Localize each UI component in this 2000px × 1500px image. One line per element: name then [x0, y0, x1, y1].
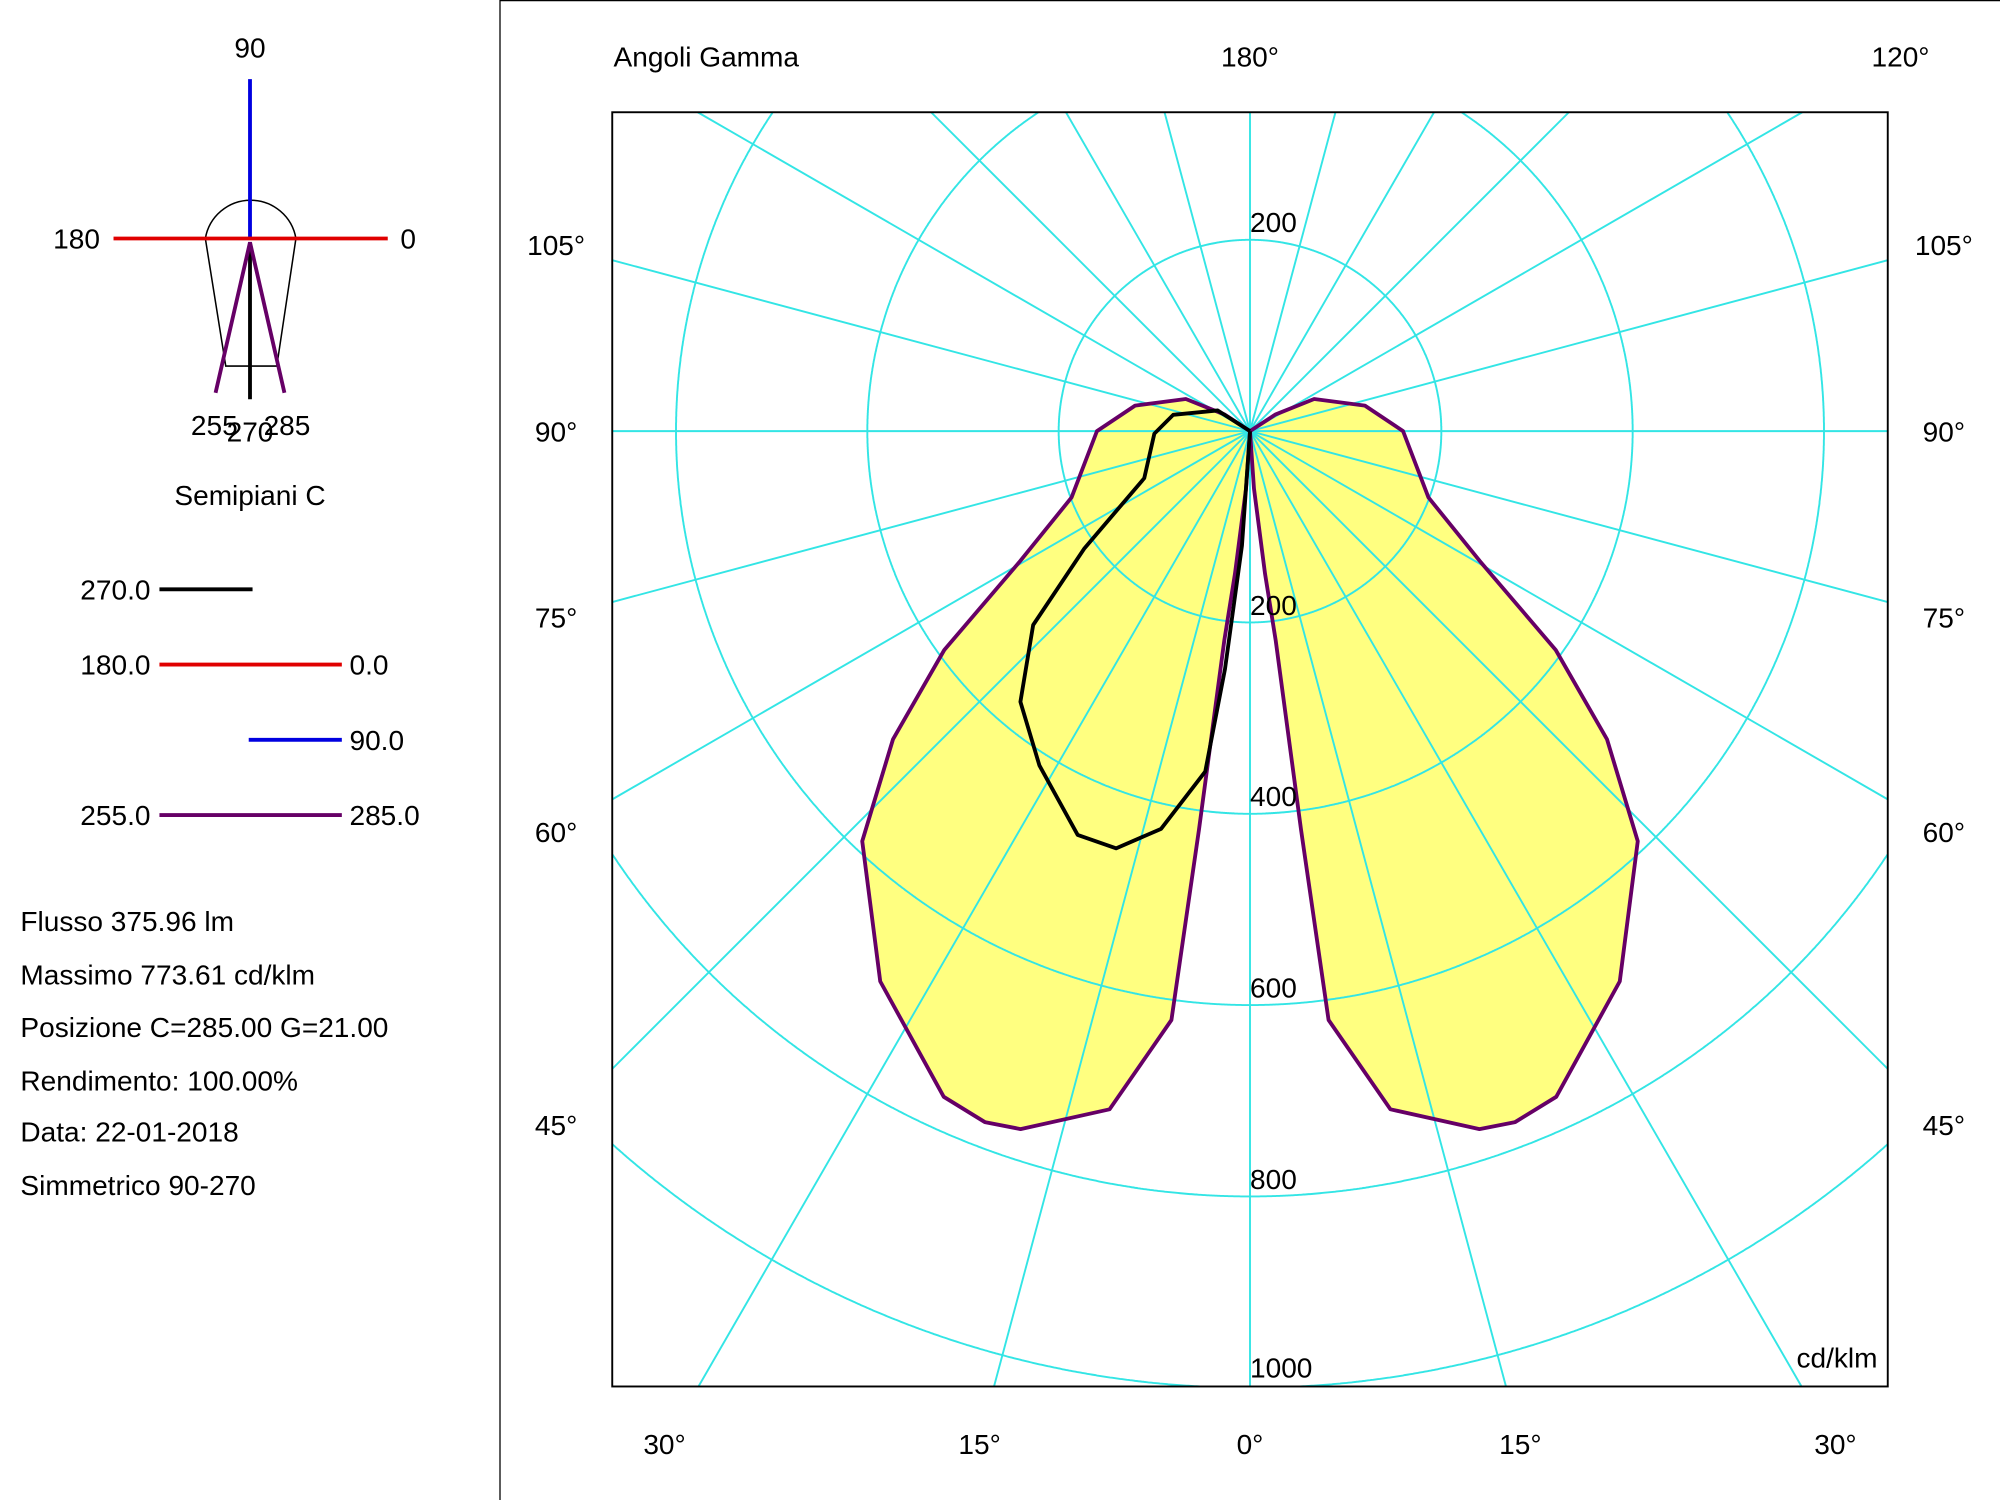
- top-label-180: 180°: [1221, 41, 1279, 72]
- legend-label: 255.0: [80, 800, 150, 831]
- legend-item-90: 90.0: [248, 725, 404, 756]
- ring-label: 200: [1250, 207, 1297, 238]
- angle-label: 60°: [535, 817, 577, 848]
- left-angle-labels: 105° 90° 75° 60° 45°: [527, 230, 585, 1141]
- angle-label: 90°: [535, 416, 577, 447]
- grid-ring: [675, 112, 1825, 1007]
- compass-label-255: 255: [191, 410, 238, 441]
- angle-label: 15°: [958, 1429, 1000, 1460]
- grid-ring: [611, 1143, 1889, 1388]
- grid-radial: [697, 430, 1251, 1387]
- grid-radial: [611, 430, 1251, 801]
- legend-item-180-0: 180.0 0.0: [80, 650, 388, 681]
- grid-ring: [866, 111, 1634, 815]
- grid-radial: [1163, 111, 1251, 432]
- ring-label: 400: [1250, 781, 1297, 812]
- curve-c255-285-fill-left: [862, 398, 1250, 1130]
- angle-label: 90°: [1923, 416, 1965, 447]
- top-label-120: 120°: [1872, 41, 1930, 72]
- legend-label: 0.0: [349, 650, 388, 681]
- info-efficiency: Rendimento: 100.00%: [20, 1066, 298, 1097]
- angle-label: 75°: [535, 603, 577, 634]
- legend-title: Semipiani C: [174, 480, 325, 511]
- grid-radial: [1065, 111, 1251, 432]
- grid-radial: [1249, 111, 1803, 432]
- angle-label: 45°: [535, 1110, 577, 1141]
- plot-frame: [611, 111, 1889, 1388]
- compass-label-90: 90: [234, 32, 265, 63]
- info-max: Massimo 773.61 cd/klm: [20, 960, 315, 991]
- curve-c255-285-fill-right: [1250, 398, 1638, 1130]
- c-plane-compass: 90 180 0 255 270 285: [53, 32, 416, 447]
- curve-c270-left: [1018, 408, 1252, 851]
- ring-label: 600: [1250, 972, 1297, 1003]
- info-flux: Flusso 375.96 lm: [20, 906, 234, 937]
- curve-fills: [862, 398, 1638, 1130]
- angle-label: 60°: [1923, 817, 1965, 848]
- compass-label-0: 0: [400, 224, 416, 255]
- angle-label: 15°: [1499, 1429, 1541, 1460]
- ring-labels: 200 200 400 600 800 1000: [1250, 207, 1312, 1383]
- grid-radial: [993, 430, 1251, 1387]
- ring-label: 1000: [1250, 1353, 1312, 1384]
- legend-label: 90.0: [349, 725, 404, 756]
- grid-radial: [1249, 430, 1507, 1387]
- grid-radial: [697, 111, 1251, 432]
- info-date: Data: 22-01-2018: [20, 1117, 238, 1148]
- angle-label: 45°: [1923, 1110, 1965, 1141]
- chart-title: Angoli Gamma: [614, 41, 800, 72]
- grid-radial: [1249, 259, 1889, 433]
- ring-label: 800: [1250, 1164, 1297, 1195]
- curve-c255-285-right: [1248, 397, 1640, 1131]
- angle-label: 75°: [1923, 603, 1965, 634]
- angle-label: 0°: [1237, 1429, 1264, 1460]
- polar-grid: [611, 111, 1889, 1388]
- curve-outlines: [860, 397, 1640, 1131]
- grid-radial: [611, 430, 1251, 603]
- compass-line-255-285: [213, 241, 287, 394]
- info-symmetry: Simmetrico 90-270: [20, 1170, 255, 1201]
- legend: 270.0 180.0 0.0 90.0 255.0 285.0: [80, 574, 419, 831]
- grid-radial: [611, 259, 1251, 433]
- legend-item-270: 270.0: [80, 574, 253, 605]
- grid-radial: [1249, 430, 1889, 603]
- legend-label: 285.0: [349, 800, 419, 831]
- angle-label: 30°: [643, 1429, 685, 1460]
- grid-radial: [930, 111, 1251, 432]
- grid-radial: [1249, 430, 1803, 1387]
- ring-label: 200: [1250, 590, 1297, 621]
- compass-label-270: 270: [227, 416, 274, 447]
- compass-label-180: 180: [53, 224, 100, 255]
- right-angle-labels: 105° 90° 75° 60° 45°: [1915, 230, 1973, 1141]
- info-block: Flusso 375.96 lm Massimo 773.61 cd/klm P…: [20, 906, 388, 1201]
- grid-radial: [1249, 111, 1337, 432]
- angle-label: 105°: [1915, 230, 1973, 261]
- angle-label: 30°: [1814, 1429, 1856, 1460]
- curve-c255-285-left: [860, 397, 1252, 1131]
- legend-label: 270.0: [80, 574, 150, 605]
- grid-radial: [1249, 430, 1889, 1070]
- angle-label: 105°: [527, 230, 585, 261]
- compass-label-285: 285: [264, 410, 311, 441]
- legend-label: 180.0: [80, 650, 150, 681]
- legend-item-255-285: 255.0 285.0: [80, 800, 419, 831]
- unit-label: cd/klm: [1797, 1342, 1878, 1373]
- luminaire-outline: [204, 199, 297, 367]
- grid-radial: [1249, 111, 1570, 432]
- grid-radial: [611, 430, 1251, 1070]
- info-position: Posizione C=285.00 G=21.00: [20, 1012, 388, 1043]
- bottom-angle-labels: 30° 15° 0° 15° 30°: [643, 1429, 1856, 1460]
- grid-radial: [1249, 111, 1435, 432]
- grid-radial: [1249, 430, 1889, 801]
